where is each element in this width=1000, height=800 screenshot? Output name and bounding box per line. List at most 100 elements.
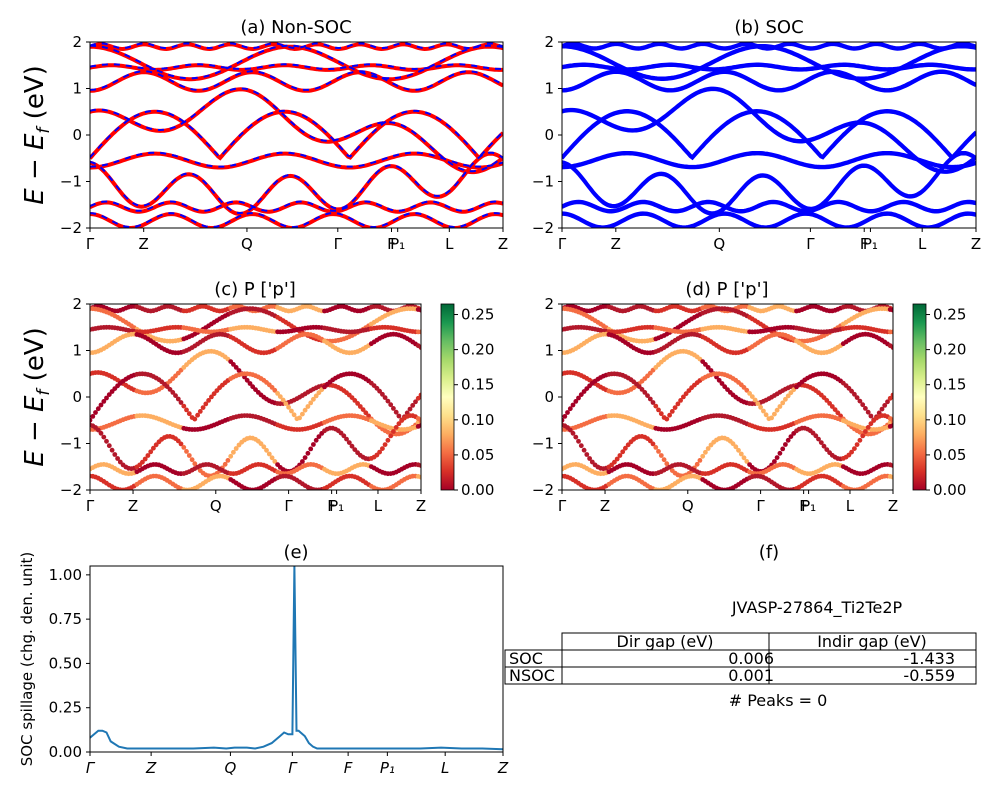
band-point [788,390,794,396]
band-point [885,399,890,405]
ytick-label: 1 [72,342,82,360]
band-line [90,200,503,212]
gap-table-header-dir: Dir gap (eV) [617,632,714,651]
band-point [818,440,824,445]
xtick-label: F [387,235,396,253]
xtick-label: L [445,235,454,253]
band-point [623,445,628,451]
band-point [377,449,382,455]
band-point [300,411,305,417]
band-point [377,388,382,394]
band-point [98,430,104,436]
band-line [562,62,976,71]
colorbar-tick-label: 0.20 [933,341,966,359]
band-point [708,368,714,373]
xtick-label: Γ [806,235,815,253]
band-point [388,433,394,439]
ytick-label: 0.50 [49,654,82,672]
band-point [681,394,686,400]
band-point [852,446,857,451]
xtick-label: Γ [756,497,765,515]
ytick-label: −2 [532,219,554,237]
band-point [222,461,228,467]
band-point [587,456,592,461]
band-point [184,449,189,454]
xtick-label: F [327,497,336,515]
xtick-label: P₁ [329,497,344,515]
band-point [380,446,385,451]
gap-table-value: -1.433 [903,649,955,668]
band-point [703,362,708,367]
band-point [694,461,700,467]
ytick-label: −1 [60,173,82,191]
band-point [418,329,421,335]
band-line [90,151,503,214]
band-point [415,395,421,401]
xtick-label: Γ [334,235,343,253]
band-point [683,391,689,397]
band-point [639,387,645,392]
band-point [391,429,396,434]
band-point [882,403,888,408]
band-point [763,412,769,418]
band-point [827,401,832,406]
panel-e-xticks: Γ Z Q Γ F P₁ L Z [86,752,509,777]
xtick-label: Z [888,497,898,515]
band-point [860,402,866,408]
xtick-label: Q [682,497,694,515]
band-point [617,453,623,458]
band-line [90,109,503,159]
band-point [562,414,568,419]
band-point [567,406,573,412]
band-line [90,70,503,91]
panel-b-yticks: 2 1 0 −1 −2 [532,33,562,237]
band-point [181,445,187,450]
band-point [625,442,631,448]
band-point [678,398,683,403]
gap-table-row-label: NSOC [509,666,555,685]
band-point [302,455,308,460]
colorbar-tick-label: 0.00 [461,481,494,499]
band-point [344,436,349,442]
band-line [562,150,976,169]
band-point [744,387,750,393]
band-point [388,402,394,408]
band-point [209,394,214,400]
band-point [305,404,311,409]
band-point [178,400,184,405]
band-point [305,450,311,456]
ytick-label: −2 [60,219,82,237]
band-point [231,362,236,367]
ylabel-middle: E − Ef (eV) [20,327,54,467]
peaks-count: # Peaks = 0 [729,691,828,710]
band-point [890,418,893,424]
xtick-label: Z [497,759,509,777]
xtick-label: Γ [86,759,96,777]
xtick-label: Z [611,235,621,253]
band-point [761,408,766,414]
panel-f-title: (f) [759,542,779,563]
band-line [562,109,976,160]
band-point [228,453,234,459]
band-point [393,409,399,415]
band-point [280,397,286,403]
panel-c: (c) P ['p'] 210−1−2 Γ Z Q Γ FP₁ L Z 0.250.200.… [60,279,495,515]
band-point [772,459,777,464]
band-point [733,444,739,450]
ytick-label: 2 [544,33,554,51]
band-point [308,400,314,406]
band-point [148,449,154,455]
gap-table-row-label: SOC [509,649,543,668]
panel-d-colorbar-ticks: 0.25 0.20 0.15 0.10 0.05 0.00 [926,306,966,499]
band-point [890,345,893,350]
band-point [816,436,821,442]
band-point [562,417,565,423]
band-point [231,449,236,455]
band-point [145,453,151,458]
band-point [576,438,581,444]
band-point [650,400,656,405]
xtick-label: Z [498,235,508,253]
band-point [106,443,112,449]
xtick-label: Z [416,497,426,515]
panel-e: (e) 0.00 0.25 0.50 0.75 1.00 Γ Z Q Γ F P₁ L Z SOC s… [18,542,509,777]
